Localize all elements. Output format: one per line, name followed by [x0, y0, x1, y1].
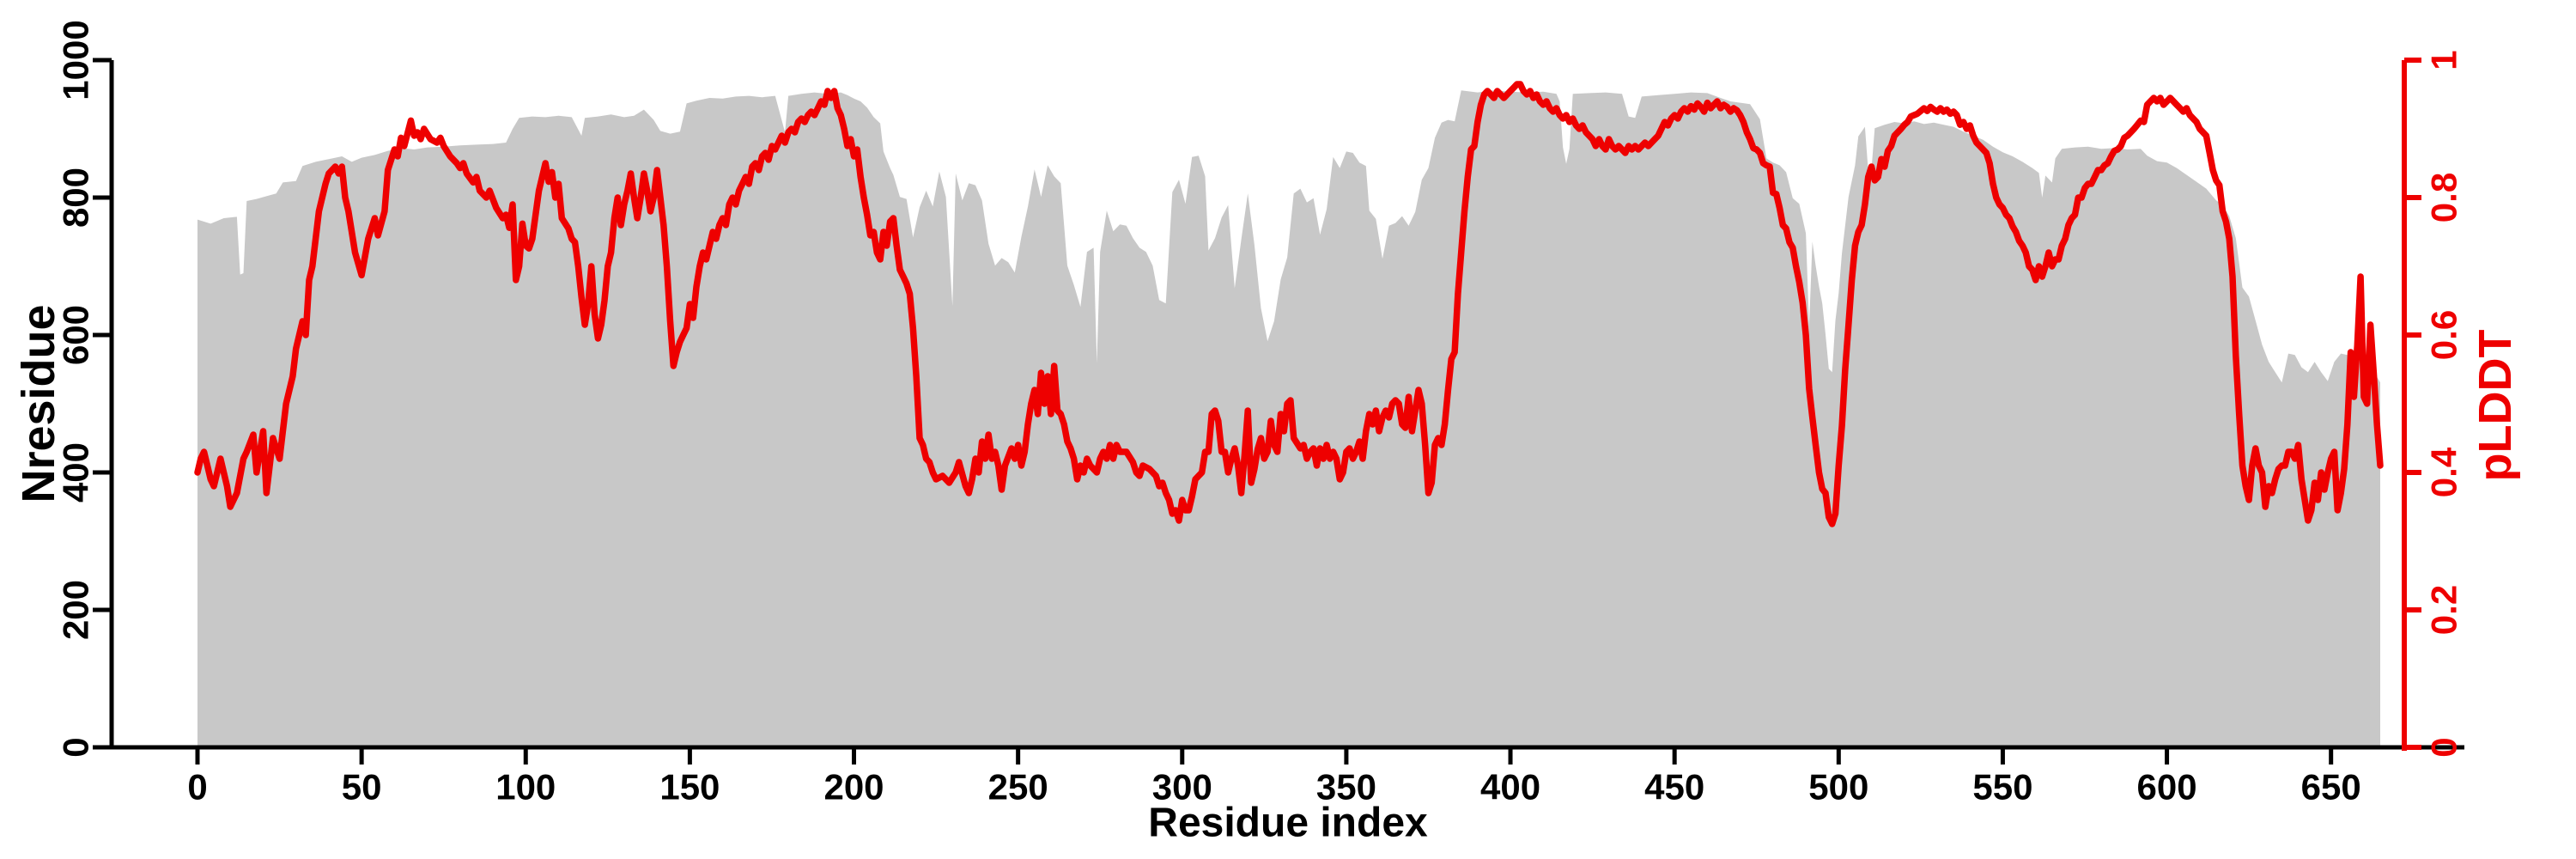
x-tick-label: 200	[823, 767, 884, 807]
left-axis-title: Nresidue	[13, 304, 64, 503]
x-tick-label: 350	[1316, 767, 1376, 807]
x-tick-label: 450	[1644, 767, 1704, 807]
right-tick-label: 1	[2424, 50, 2464, 70]
right-tick-label: 0	[2424, 737, 2464, 757]
left-tick-label: 200	[56, 580, 96, 640]
x-tick-label: 150	[659, 767, 720, 807]
right-tick-label: 0.6	[2424, 310, 2464, 360]
left-tick-label: 1000	[56, 20, 96, 100]
x-tick-label: 0	[187, 767, 207, 807]
x-axis-title: Residue index	[1148, 800, 1428, 846]
right-tick-label: 0.4	[2424, 447, 2464, 497]
right-tick-label: 0.8	[2424, 173, 2464, 222]
x-tick-label: 650	[2301, 767, 2361, 807]
x-tick-label: 300	[1152, 767, 1212, 807]
left-tick-label: 0	[56, 737, 96, 757]
left-tick-label: 400	[56, 442, 96, 503]
x-tick-label: 100	[495, 767, 556, 807]
left-tick-label: 600	[56, 305, 96, 365]
x-tick-label: 250	[988, 767, 1048, 807]
left-tick-label: 800	[56, 168, 96, 228]
x-tick-label: 50	[342, 767, 382, 807]
x-tick-label: 500	[1808, 767, 1868, 807]
plddt-line-series	[194, 81, 2384, 527]
right-axis-title: pLDDT	[2470, 329, 2521, 482]
right-tick-label: 0.2	[2424, 585, 2464, 635]
x-tick-label: 600	[2137, 767, 2197, 807]
x-tick-label: 400	[1480, 767, 1540, 807]
x-tick-label: 550	[1972, 767, 2032, 807]
